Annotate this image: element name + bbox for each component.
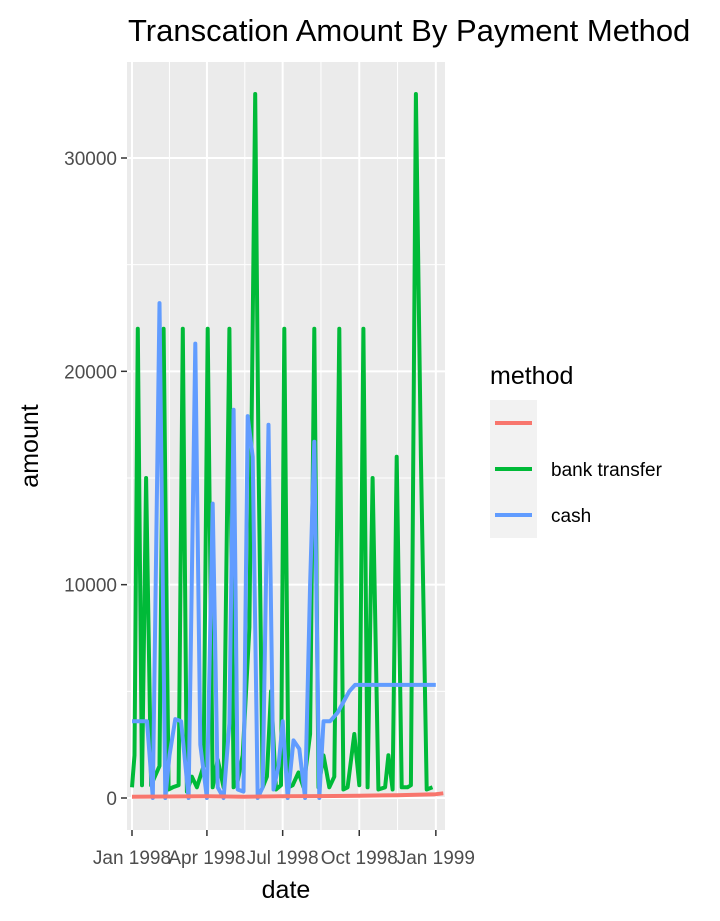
chart-title: Transcation Amount By Payment Method: [128, 13, 690, 48]
x-axis-title: date: [262, 876, 311, 904]
x-tick-label: Jan 1998: [93, 848, 171, 869]
y-tick-label: 10000: [64, 576, 117, 597]
x-tick-label: Jan 1999: [397, 848, 475, 869]
legend: method bank transfer cash: [490, 362, 663, 538]
x-tick-label: Apr 1998: [168, 848, 245, 869]
series-line-bank-transfer: [130, 92, 434, 794]
legend-title: method: [490, 362, 573, 390]
y-tick-label: 0: [106, 789, 117, 810]
legend-label-cash: cash: [551, 506, 591, 527]
series-lines: [130, 92, 444, 800]
y-axis-title: amount: [16, 404, 44, 487]
legend-keys: bank transfer cash: [490, 400, 663, 538]
x-tick-label: Oct 1998: [321, 848, 398, 869]
y-axis-ticks: 0 10000 20000 30000: [64, 149, 127, 810]
series-line-unlabeled: [131, 791, 444, 799]
y-tick-label: 20000: [64, 362, 117, 383]
y-tick-label: 30000: [64, 149, 117, 170]
x-tick-label: Jul 1998: [247, 848, 319, 869]
legend-label-bank-transfer: bank transfer: [551, 460, 663, 481]
